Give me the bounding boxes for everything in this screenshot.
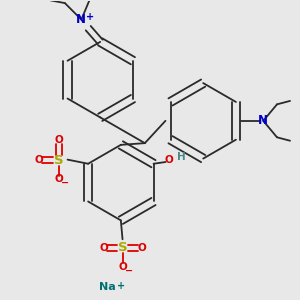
Text: O: O: [165, 155, 173, 165]
Text: Na: Na: [99, 282, 116, 292]
Text: S: S: [118, 241, 128, 254]
Text: H: H: [177, 152, 185, 162]
Text: −: −: [61, 178, 69, 188]
Text: O: O: [55, 174, 63, 184]
Text: −: −: [125, 266, 133, 276]
Text: O: O: [118, 262, 127, 272]
Text: +: +: [86, 12, 94, 22]
Text: O: O: [55, 135, 63, 146]
Text: N: N: [76, 13, 86, 26]
Text: O: O: [35, 155, 44, 165]
Text: +: +: [117, 280, 125, 291]
Text: S: S: [54, 154, 64, 167]
Text: O: O: [137, 243, 146, 253]
Text: N: N: [258, 114, 268, 127]
Text: O: O: [99, 243, 108, 253]
